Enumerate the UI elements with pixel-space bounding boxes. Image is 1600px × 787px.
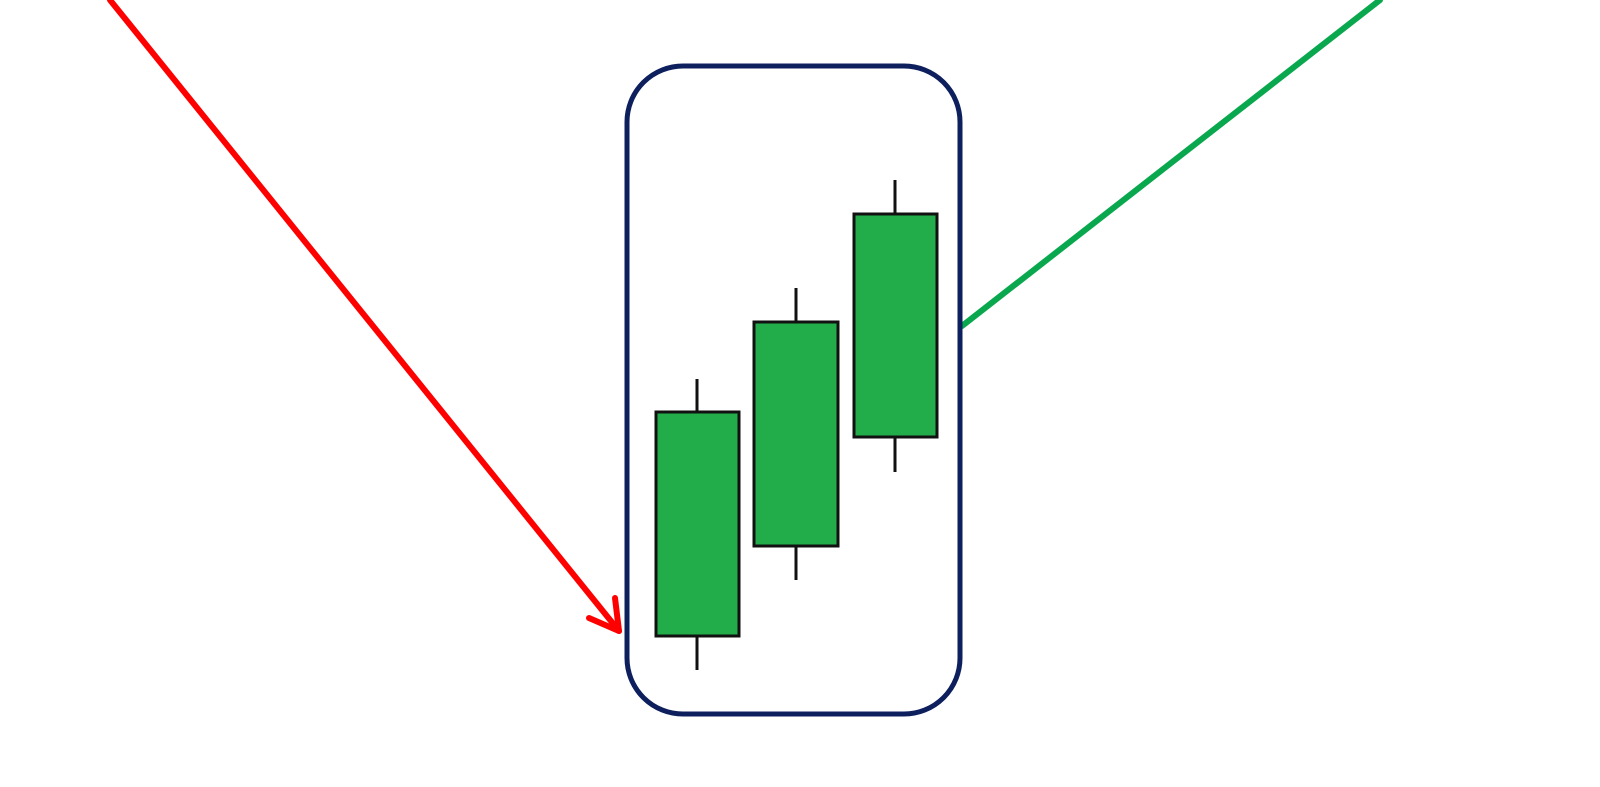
candle-2-body	[752, 320, 840, 548]
pattern-highlight-box	[624, 63, 963, 717]
downtrend-arrow-head	[586, 595, 622, 634]
candle-3	[852, 180, 939, 472]
downtrend-arrow	[107, 0, 622, 634]
candle-3-body	[852, 212, 939, 439]
candle-1	[654, 379, 741, 670]
uptrend-line	[959, 0, 1383, 329]
candle-2	[752, 288, 840, 580]
downtrend-arrow-shaft	[107, 0, 622, 634]
candle-1-body	[654, 410, 741, 638]
